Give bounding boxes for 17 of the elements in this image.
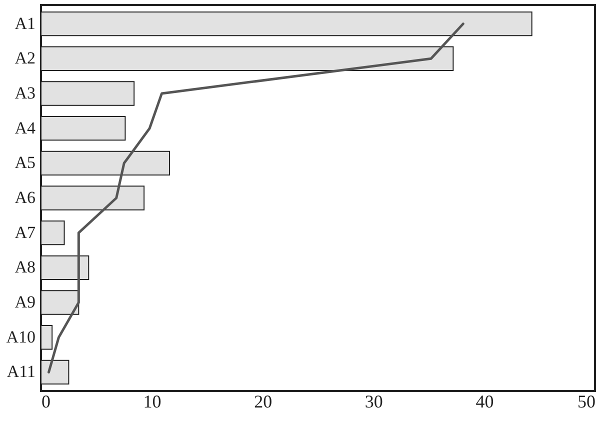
y-tick-label: A5 <box>14 153 36 172</box>
y-tick-label: A2 <box>14 48 36 68</box>
x-tick-label: 20 <box>254 392 272 412</box>
y-tick-label: A7 <box>14 222 36 242</box>
y-tick-label: A1 <box>14 14 36 33</box>
y-tick-label: A10 <box>6 327 36 346</box>
y-tick-label: A11 <box>6 362 36 382</box>
y-tick-label: A8 <box>14 258 36 277</box>
x-tick-label: 0 <box>42 392 50 412</box>
y-tick-label: A4 <box>14 118 36 138</box>
x-tick-label: 30 <box>364 392 383 412</box>
y-tick-label: A3 <box>14 83 36 102</box>
x-tick-label: 10 <box>143 392 162 412</box>
x-tick-label: 50 <box>578 392 596 412</box>
y-tick-label: A9 <box>14 292 36 312</box>
x-tick-label: 40 <box>476 392 494 412</box>
y-tick-label: A6 <box>14 188 36 207</box>
